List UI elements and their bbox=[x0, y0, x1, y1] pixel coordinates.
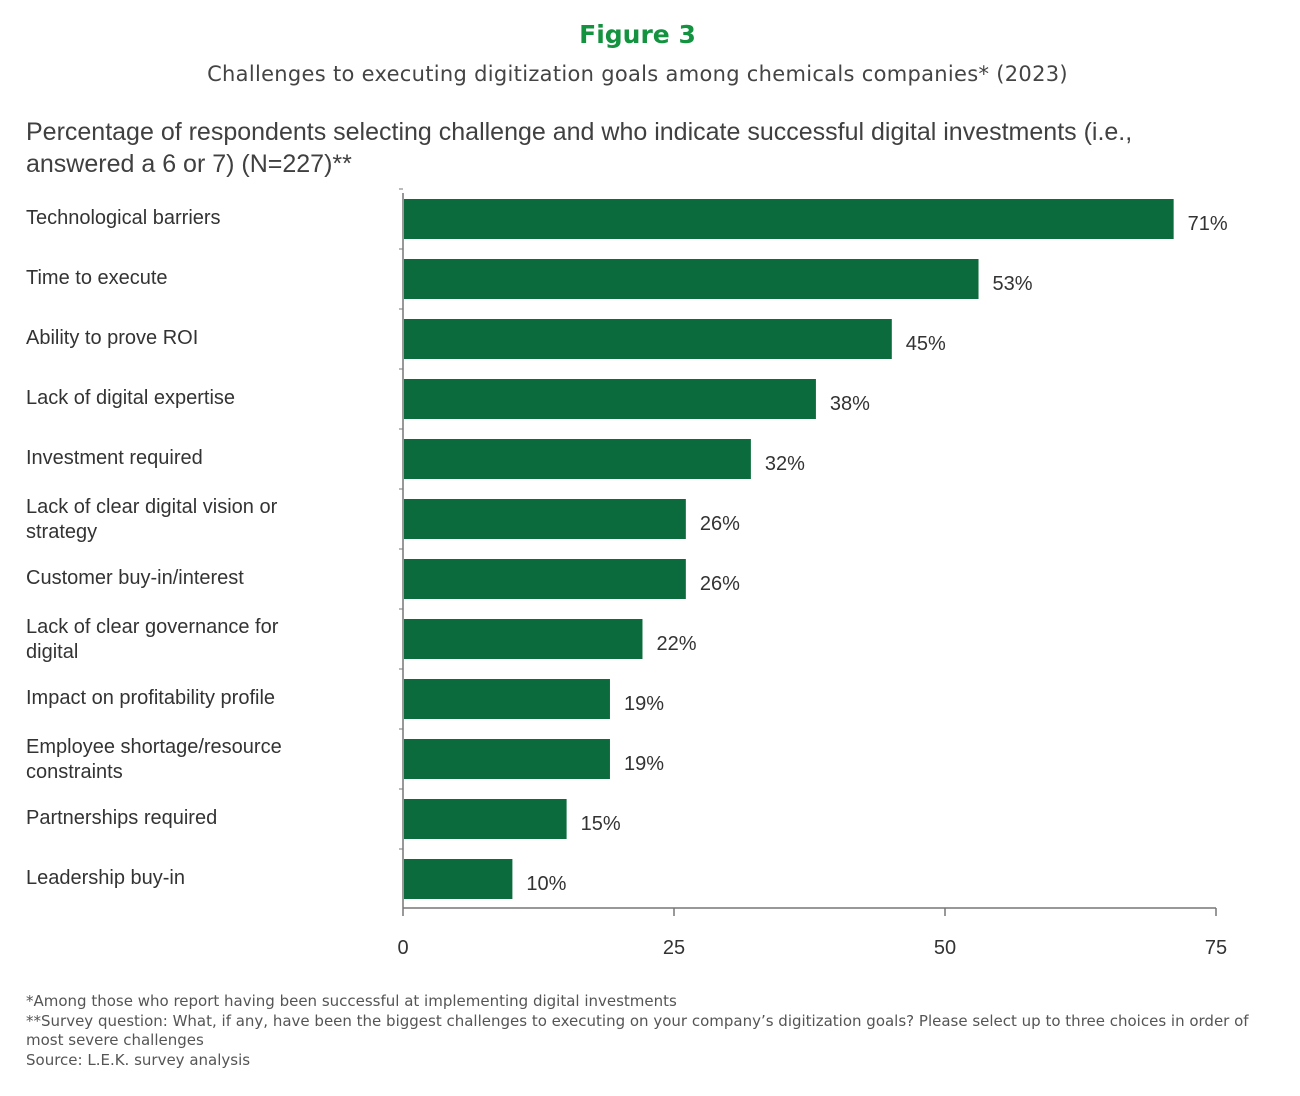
data-label: 71% bbox=[1188, 213, 1228, 235]
data-label: 15% bbox=[581, 813, 621, 835]
x-tick-label: 25 bbox=[663, 937, 685, 959]
bar bbox=[404, 439, 751, 479]
category-label: Customer buy-in/interest bbox=[26, 567, 244, 589]
x-tick-label: 50 bbox=[934, 937, 956, 959]
bar bbox=[404, 859, 513, 899]
x-tick-label: 75 bbox=[1205, 937, 1227, 959]
data-label: 53% bbox=[993, 273, 1033, 295]
x-tick-label: 0 bbox=[397, 937, 408, 959]
bar-chart: 71% Technological barriers 53% Time to exec… bbox=[26, 188, 1228, 959]
bar bbox=[404, 679, 610, 719]
bar bbox=[404, 619, 643, 659]
category-label: Lack of clear digital vision or strategy bbox=[26, 496, 278, 543]
bar bbox=[404, 739, 610, 779]
footnotes: *Among those who report having been succ… bbox=[26, 992, 1276, 1070]
data-label: 45% bbox=[906, 333, 946, 355]
chart-title: Percentage of respondents selecting chal… bbox=[26, 118, 1133, 178]
data-label: 26% bbox=[700, 573, 740, 595]
category-label: Investment required bbox=[26, 447, 203, 469]
figure-subtitle: Challenges to executing digitization goa… bbox=[207, 62, 1068, 86]
bar bbox=[404, 199, 1174, 239]
footnote-1: *Among those who report having been succ… bbox=[26, 992, 677, 1010]
category-label: Employee shortage/resource constraints bbox=[26, 736, 282, 783]
category-label: Leadership buy-in bbox=[26, 867, 185, 889]
category-label: Partnerships required bbox=[26, 807, 217, 829]
figure-label: Figure 3 bbox=[579, 20, 696, 49]
data-label: 10% bbox=[526, 873, 566, 895]
bar bbox=[404, 379, 816, 419]
category-label: Ability to prove ROI bbox=[26, 327, 198, 349]
data-label: 38% bbox=[830, 393, 870, 415]
category-label: Lack of digital expertise bbox=[26, 387, 235, 409]
data-label: 32% bbox=[765, 453, 805, 475]
bar bbox=[404, 559, 686, 599]
category-label: Impact on profitability profile bbox=[26, 687, 275, 709]
bar bbox=[404, 799, 567, 839]
source-note: Source: L.E.K. survey analysis bbox=[26, 1050, 251, 1069]
data-label: 22% bbox=[656, 633, 696, 655]
bar bbox=[404, 499, 686, 539]
category-label: Lack of clear governance for digital bbox=[26, 616, 279, 663]
data-label: 19% bbox=[624, 693, 664, 715]
category-label: Time to execute bbox=[26, 267, 168, 289]
bar bbox=[404, 319, 892, 359]
bar bbox=[404, 259, 979, 299]
category-label: Technological barriers bbox=[26, 207, 221, 229]
data-label: 19% bbox=[624, 753, 664, 775]
footnote-2: **Survey question: What, if any, have be… bbox=[26, 1011, 1249, 1050]
data-label: 26% bbox=[700, 513, 740, 535]
